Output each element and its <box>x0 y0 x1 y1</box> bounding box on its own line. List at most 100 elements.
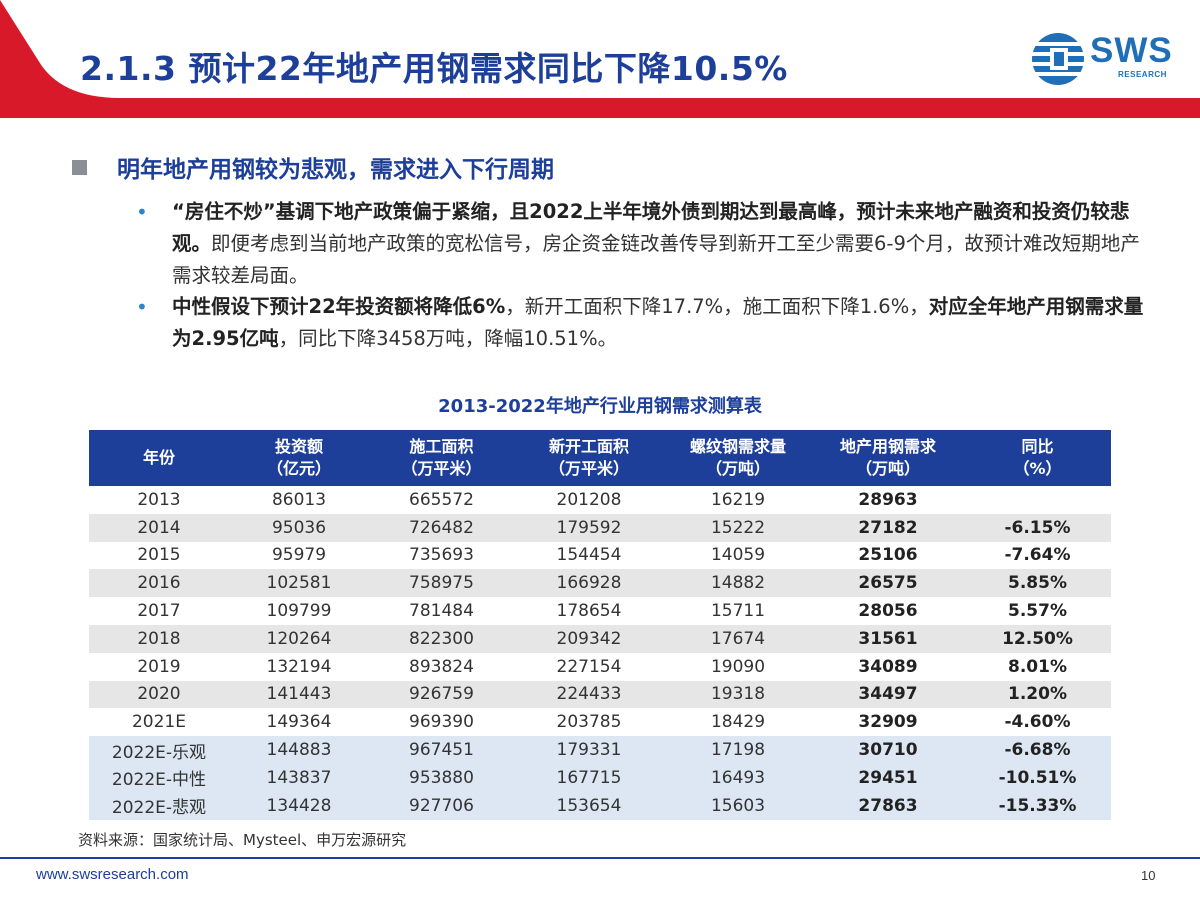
table-header-cell: 新开工面积 （万平米） <box>514 430 664 486</box>
header-line-1: 年份 <box>142 448 175 467</box>
dot-bullet-icon: • <box>136 200 148 224</box>
table-cell: 201208 <box>514 486 664 514</box>
table-cell: 153654 <box>514 791 664 820</box>
table-cell: 15711 <box>664 597 812 625</box>
table-cell: 2021E <box>89 708 229 737</box>
table-row: 2022E-中性 143837 953880 167715 16493 29451 -10.… <box>89 763 1111 792</box>
table-row: 2022E-乐观 144883 967451 179331 17198 30710 -6.6… <box>89 736 1111 764</box>
sub-bullet-2-bold-1: 中性假设下预计22年投资额将降低6% <box>172 295 506 318</box>
logo-wordmark: SWS <box>1090 31 1173 70</box>
table-cell: 179592 <box>514 513 664 542</box>
table-cell: 781484 <box>369 597 514 625</box>
table-cell: 15603 <box>664 791 812 820</box>
header-line-1: 投资额 <box>274 437 323 456</box>
table-cell: 2022E-悲观 <box>89 791 229 820</box>
table-cell: 19090 <box>664 652 812 681</box>
sub-bullet-2-bold-2: 对应全年地产用钢需求量为2.95亿吨 <box>172 295 1144 350</box>
table-cell: 2020 <box>89 680 229 709</box>
table-cell: -4.60% <box>964 708 1111 737</box>
table-cell: 12.50% <box>964 624 1111 653</box>
table-cell: 29451 <box>812 763 964 792</box>
table-cell: 34089 <box>812 652 964 681</box>
table-row: 2017 109799 781484 178654 15711 28056 5.57% <box>89 597 1111 625</box>
table-cell: 2017 <box>89 597 229 625</box>
table-cell: 203785 <box>514 708 664 737</box>
table-cell: 16219 <box>664 486 812 514</box>
table-cell: 15222 <box>664 513 812 542</box>
table-cell <box>964 486 1111 514</box>
header-line-2: （亿元） <box>266 459 331 478</box>
table-cell: 32909 <box>812 708 964 737</box>
table-cell: 927706 <box>369 791 514 820</box>
table-row: 2015 95979 735693 154454 14059 25106 -7.64% <box>89 541 1111 570</box>
sub-bullet-2: • 中性假设下预计22年投资额将降低6%，新开工面积下降17.7%，施工面积下降… <box>136 291 1146 355</box>
table-cell: -15.33% <box>964 791 1111 820</box>
table-cell: 2016 <box>89 569 229 598</box>
table-cell: -10.51% <box>964 763 1111 792</box>
footer-url[interactable]: www.swsresearch.com <box>36 866 189 883</box>
table-cell: 141443 <box>229 680 369 709</box>
header-line-1: 螺纹钢需求量 <box>689 437 786 456</box>
table-cell: 26575 <box>812 569 964 598</box>
table-cell: 926759 <box>369 680 514 709</box>
table-cell: -6.68% <box>964 736 1111 764</box>
table-cell: 967451 <box>369 736 514 764</box>
table-cell: -6.15% <box>964 513 1111 542</box>
header-line-2: （万吨） <box>705 459 770 478</box>
header-line-1: 新开工面积 <box>548 437 629 456</box>
header-band: 2.1.3 预计22年地产用钢需求同比下降10.5% SWS RESEARCH <box>0 0 1200 118</box>
table-cell: 28963 <box>812 486 964 514</box>
table-row: 2016 102581 758975 166928 14882 26575 5.85% <box>89 569 1111 598</box>
sub-bullet-2-normal-1: ，新开工面积下降17.7%，施工面积下降1.6%， <box>505 295 929 318</box>
main-bullet-text: 明年地产用钢较为悲观，需求进入下行周期 <box>117 157 554 183</box>
table-cell: 154454 <box>514 541 664 570</box>
table-header-row: 年份 投资额 （亿元） 施工面积 （万平米） 新开工面积 （万平米） 螺纹钢需求量 （万吨） 地产… <box>89 430 1111 486</box>
table-cell: 95036 <box>229 513 369 542</box>
table-cell: 132194 <box>229 652 369 681</box>
table-cell: 102581 <box>229 569 369 598</box>
table-cell: 2013 <box>89 486 229 514</box>
table-cell: 28056 <box>812 597 964 625</box>
table-body: 2013 86013 665572 201208 16219 28963 2014 95036… <box>89 486 1111 820</box>
sws-logo: SWS RESEARCH <box>1030 30 1180 90</box>
table-cell: 17674 <box>664 624 812 653</box>
table-cell: 144883 <box>229 736 369 764</box>
table-cell: 969390 <box>369 708 514 737</box>
table-title: 2013-2022年地产行业用钢需求测算表 <box>438 396 762 417</box>
sub-bullet-1: • “房住不炒”基调下地产政策偏于紧缩，且2022上半年境外债到期达到最高峰，预… <box>136 196 1146 292</box>
header-line-2: （万吨） <box>855 459 920 478</box>
table-row: 2018 120264 822300 209342 17674 31561 12.50% <box>89 624 1111 653</box>
table-cell: 166928 <box>514 569 664 598</box>
table-cell: 209342 <box>514 624 664 653</box>
table-header-cell: 投资额 （亿元） <box>229 430 369 486</box>
table-cell: 30710 <box>812 736 964 764</box>
table-cell: 227154 <box>514 652 664 681</box>
table-cell: 120264 <box>229 624 369 653</box>
table-row: 2022E-悲观 134428 927706 153654 15603 27863 -15.… <box>89 791 1111 820</box>
table-cell: 178654 <box>514 597 664 625</box>
table-cell: 16493 <box>664 763 812 792</box>
table-header-cell: 螺纹钢需求量 （万吨） <box>664 430 812 486</box>
table-header-cell: 年份 <box>89 430 229 486</box>
table-cell: 31561 <box>812 624 964 653</box>
header-line-1: 同比 <box>1021 437 1054 456</box>
table-row: 2020 141443 926759 224433 19318 34497 1.20% <box>89 680 1111 709</box>
table-cell: 95979 <box>229 541 369 570</box>
table-header-cell: 同比 （%） <box>964 430 1111 486</box>
table-header-cell: 施工面积 （万平米） <box>369 430 514 486</box>
header-line-2: （万平米） <box>548 459 629 478</box>
main-bullet: 明年地产用钢较为悲观，需求进入下行周期 <box>72 150 554 184</box>
header-line-2: （万平米） <box>401 459 482 478</box>
table-cell: 224433 <box>514 680 664 709</box>
table-cell: 726482 <box>369 513 514 542</box>
page-number: 10 <box>1141 868 1156 883</box>
table-cell: 34497 <box>812 680 964 709</box>
header-decoration <box>0 0 1200 118</box>
table-cell: 735693 <box>369 541 514 570</box>
table-row: 2013 86013 665572 201208 16219 28963 <box>89 486 1111 514</box>
table-cell: 822300 <box>369 624 514 653</box>
table-cell: 758975 <box>369 569 514 598</box>
table-cell: 2019 <box>89 652 229 681</box>
sub-bullet-1-normal: 即便考虑到当前地产政策的宽松信号，房企资金链改善传导到新开工至少需要6-9个月，… <box>172 232 1140 287</box>
table-row: 2021E 149364 969390 203785 18429 32909 -4.60% <box>89 708 1111 737</box>
